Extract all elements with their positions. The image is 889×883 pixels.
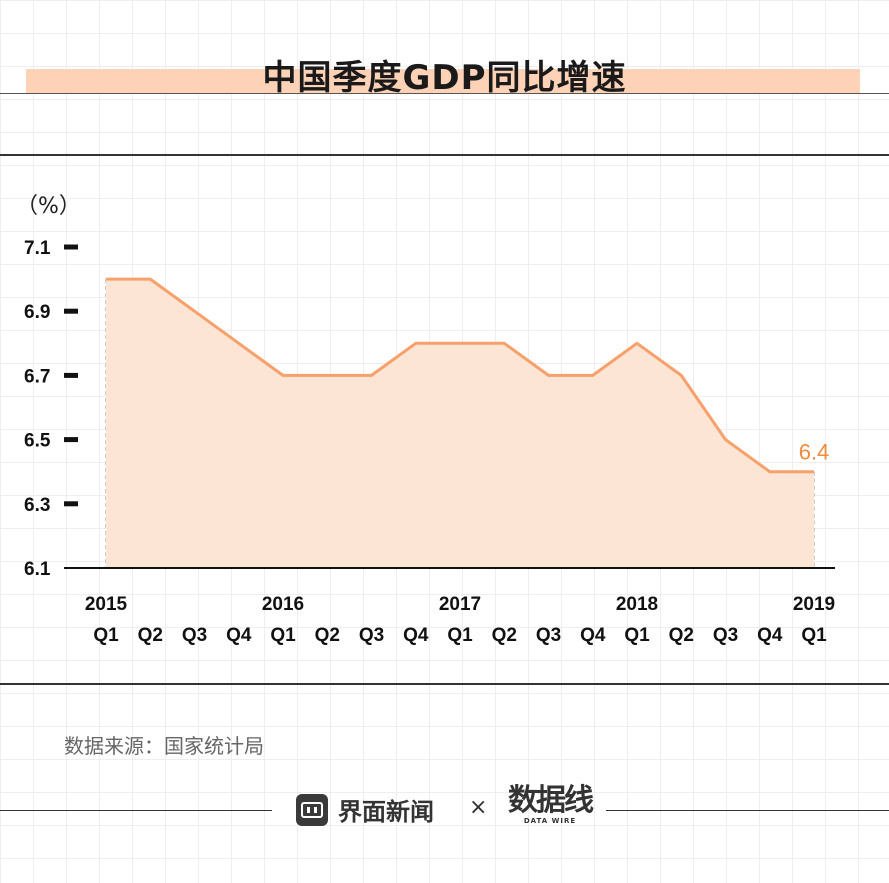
brand-logo: 界面新闻 (296, 792, 434, 827)
x-tick-quarter: Q1 (624, 625, 650, 646)
x-tick-quarter: Q2 (138, 625, 163, 646)
newspaper-icon (296, 793, 328, 826)
y-tick-label: 6.3 (24, 495, 50, 516)
area-fill (106, 279, 814, 568)
y-axis-unit: （%） (16, 194, 81, 219)
x-tick-quarter: Q3 (359, 625, 384, 646)
y-tick-label: 6.7 (24, 366, 50, 387)
top-divider (0, 154, 889, 156)
x-tick-quarter: Q3 (713, 625, 738, 646)
x-tick-quarter: Q4 (403, 625, 429, 646)
y-tick-mark (64, 244, 78, 250)
footer-line-left (0, 810, 272, 811)
last-value-label: 6.4 (799, 440, 830, 465)
x-tick-quarter: Q1 (801, 625, 827, 646)
x-tick-quarter: Q1 (270, 625, 296, 646)
x-tick-year: 2017 (439, 594, 481, 615)
y-axis-ticks: 6.1 6.3 6.5 6.7 6.9 7.1 (24, 238, 78, 580)
y-tick-label: 7.1 (24, 238, 51, 259)
x-tick-quarter: Q1 (93, 625, 119, 646)
x-tick-quarter: Q2 (315, 625, 340, 646)
x-tick-quarter: Q2 (669, 625, 694, 646)
brand-name: 界面新闻 (338, 798, 434, 826)
gdp-chart: 6.16.36.56.76.97.1 Q1 Q2 Q3 Q4 Q1 Q2 Q3 Q4 Q1 Q2 Q… (24, 238, 835, 646)
series-line (106, 277, 814, 474)
x-tick-year: 2015 (85, 594, 128, 615)
y-tick-label: 6.1 (24, 559, 51, 580)
y-tick-label: 6.5 (24, 431, 51, 452)
title-underline (0, 93, 889, 94)
x-tick-quarter: Q3 (536, 625, 561, 646)
data-source: 数据来源：国家统计局 (64, 734, 264, 758)
x-tick-year: 2018 (616, 594, 658, 615)
x-tick-quarter: Q3 (182, 625, 207, 646)
x-tick-quarter: Q2 (492, 625, 517, 646)
x-tick-quarter: Q4 (757, 625, 783, 646)
x-tick-quarter: Q4 (580, 625, 606, 646)
chart-title: 中国季度GDP同比增速 (262, 58, 627, 98)
x-tick-year: 2016 (262, 594, 304, 615)
y-tick-label: 6.9 (24, 302, 50, 323)
x-axis-ticks: Q1 Q2 Q3 Q4 Q1 Q2 Q3 Q4 Q1 Q2 Q3 Q4 Q1 Q2 Q3 Q4 Q1 2015 20… (85, 594, 835, 646)
partner-logo: 数据线 DATA WIRE (508, 783, 594, 826)
title-highlight-bar (26, 69, 860, 94)
partner-name-en: DATA WIRE (523, 817, 577, 825)
y-tick-mark (64, 308, 78, 314)
separator: × (469, 795, 488, 820)
x-tick-quarter: Q1 (447, 625, 473, 646)
y-tick-mark (64, 372, 78, 378)
partner-name: 数据线 (508, 783, 594, 818)
bottom-divider (0, 683, 889, 685)
x-tick-quarter: Q4 (226, 625, 252, 646)
x-tick-year: 2019 (793, 594, 835, 615)
y-tick-mark (64, 501, 78, 507)
footer-line-right (606, 810, 889, 811)
y-tick-mark (64, 437, 78, 443)
